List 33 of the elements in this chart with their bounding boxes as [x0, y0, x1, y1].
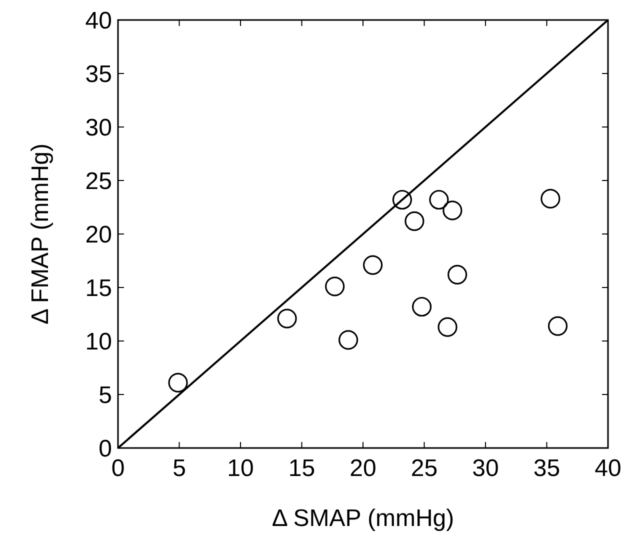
x-tick-label: 20 — [350, 455, 376, 482]
point — [442, 200, 462, 220]
y-tick-label: 30 — [85, 114, 112, 142]
point — [168, 372, 188, 393]
y-axis-title: Δ FMAP (mmHg) — [27, 144, 54, 324]
x-tick-label: 10 — [227, 455, 254, 482]
point — [429, 190, 449, 210]
point — [412, 296, 432, 317]
y-tick-label: 10 — [85, 328, 112, 356]
point — [540, 188, 560, 208]
x-axis-title: Δ SMAP (mmHg) — [272, 505, 454, 532]
point — [448, 264, 468, 284]
x-tick-label: 35 — [533, 455, 560, 482]
y-tick-label: 35 — [85, 60, 112, 88]
point — [392, 190, 412, 210]
point — [438, 317, 458, 337]
point — [363, 255, 383, 275]
point — [277, 308, 297, 328]
y-tick-label: 5 — [98, 382, 112, 409]
x-tick-label: 5 — [172, 455, 186, 482]
y-tick-label: 15 — [85, 274, 112, 302]
y-tick-label: 40 — [85, 7, 112, 34]
y-tick-label: 25 — [85, 168, 112, 195]
x-tick-label: 25 — [410, 455, 438, 482]
y-tick-label: 20 — [85, 221, 112, 248]
point — [404, 211, 424, 231]
point — [338, 330, 358, 350]
x-tick-label: 15 — [288, 455, 316, 482]
point — [548, 316, 568, 336]
y-tick-label: 0 — [98, 435, 112, 462]
x-tick-label: 40 — [594, 455, 622, 482]
point — [325, 276, 345, 296]
x-tick-label: 30 — [472, 455, 499, 482]
